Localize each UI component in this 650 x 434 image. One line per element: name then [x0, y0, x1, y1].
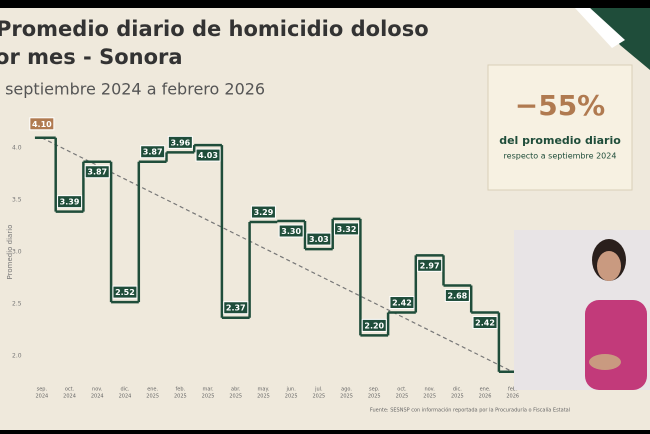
value-label-box [306, 232, 332, 246]
x-tick-label: feb. [176, 387, 186, 393]
chart-subtitle: de septiembre 2024 a febrero 2026 [0, 80, 265, 99]
value-label: 3.96 [170, 138, 190, 147]
x-tick-label: 2025 [451, 394, 464, 400]
value-label-box [389, 296, 415, 310]
x-tick-label: 2025 [202, 394, 215, 400]
x-tick-label: jun. [285, 387, 296, 393]
x-tick-label: 2024 [91, 394, 104, 400]
x-tick-label: 2025 [423, 394, 436, 400]
x-tick-label: 2024 [63, 394, 76, 400]
value-label: 2.42 [475, 319, 495, 328]
value-label: 3.03 [309, 235, 329, 244]
x-tick-label: 2025 [146, 394, 159, 400]
bottom-bar [0, 430, 650, 434]
x-tick-label: 2025 [368, 394, 381, 400]
x-tick-label: 2025 [174, 394, 187, 400]
value-label-box [444, 288, 470, 302]
trend-line [41, 137, 514, 373]
interpreter-inset [514, 230, 650, 390]
x-tick-label: jul. [314, 387, 323, 393]
value-label: 3.87 [143, 148, 163, 157]
value-label-box [57, 195, 83, 209]
corner-decoration [575, 8, 625, 48]
callout-box [487, 64, 633, 191]
value-label: 3.32 [337, 225, 357, 234]
x-tick-label: 2025 [257, 394, 270, 400]
x-tick-label: ago. [341, 387, 352, 393]
x-tick-label: oct. [397, 387, 407, 393]
value-label: 3.39 [60, 198, 80, 207]
callout-text: respecto a septiembre 2024 [504, 152, 617, 161]
x-tick-label: 2025 [340, 394, 353, 400]
x-tick-label: ene. [147, 387, 158, 393]
value-label-box [223, 301, 249, 315]
chart-title: Promedio diario de homicidio doloso [0, 17, 429, 41]
value-label-box [361, 318, 387, 332]
x-tick-label: 2025 [229, 394, 242, 400]
x-tick-label: oct. [65, 387, 75, 393]
value-label-box [278, 224, 304, 238]
x-tick-label: 2024 [119, 394, 132, 400]
callout-value: −55% [515, 89, 605, 122]
value-label-box [195, 148, 221, 162]
value-label: 2.68 [447, 291, 467, 300]
chart-title: por mes - Sonora [0, 45, 183, 69]
y-tick-label: 3.5 [12, 197, 22, 204]
x-tick-label: dic. [453, 387, 462, 393]
value-label-box [334, 222, 360, 236]
x-tick-label: abr. [231, 387, 241, 393]
value-label-box [167, 135, 193, 149]
value-label-box [472, 316, 498, 330]
value-label: 2.20 [364, 321, 384, 330]
y-tick-label: 4.0 [12, 145, 22, 152]
y-tick-label: 2.0 [12, 353, 22, 360]
value-label: 2.37 [226, 304, 246, 313]
x-tick-label: nov. [92, 387, 103, 393]
value-label: 3.29 [254, 208, 274, 217]
x-tick-label: ene. [480, 387, 491, 393]
value-label-box [84, 165, 110, 179]
value-label-box [112, 285, 138, 299]
value-label: 4.03 [198, 151, 218, 160]
y-tick-label: 2.5 [12, 301, 22, 308]
x-tick-label: 2024 [35, 394, 48, 400]
y-axis-label: Promedio diario [6, 225, 14, 280]
y-tick-label: 3.0 [12, 249, 22, 256]
value-label: 3.87 [87, 168, 107, 177]
x-tick-label: 2025 [285, 394, 298, 400]
value-label-box [29, 117, 55, 131]
x-tick-label: 2026 [506, 394, 519, 400]
value-label: 4.10 [32, 120, 52, 129]
x-tick-label: 2025 [312, 394, 325, 400]
x-tick-label: feb. [508, 387, 518, 393]
value-label: 3.30 [281, 227, 301, 236]
x-tick-label: 2025 [396, 394, 409, 400]
value-label-box [417, 258, 443, 272]
value-label: 2.97 [420, 261, 440, 270]
value-label-box [250, 205, 276, 219]
callout-text: del promedio diario [499, 134, 621, 147]
value-label-box [140, 145, 166, 159]
x-tick-label: nov. [424, 387, 435, 393]
value-label: 2.52 [115, 288, 135, 297]
value-label: 2.42 [392, 299, 412, 308]
source: Fuente: SESNSP con información reportada… [370, 407, 570, 414]
x-tick-label: sep. [369, 387, 380, 393]
x-tick-label: dic. [120, 387, 129, 393]
x-tick-label: may. [258, 387, 270, 393]
x-tick-label: sep. [37, 387, 48, 393]
x-tick-label: mar. [202, 387, 214, 393]
x-tick-label: 2026 [479, 394, 492, 400]
